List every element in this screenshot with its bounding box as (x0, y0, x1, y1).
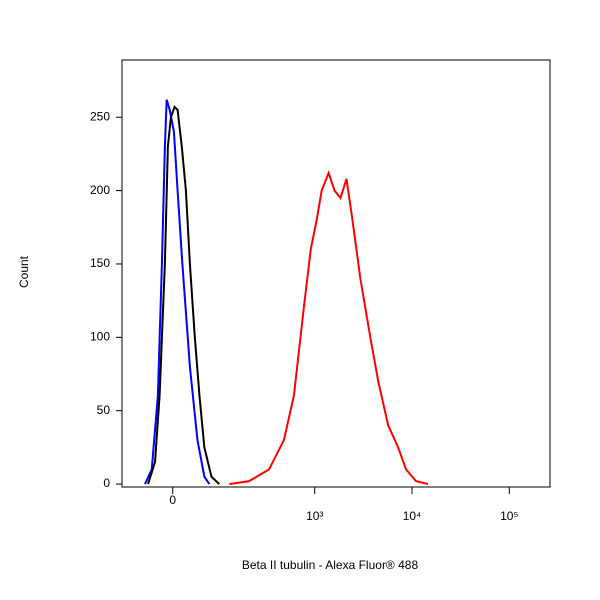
y-tick-label: 250 (90, 109, 110, 123)
y-tick-label: 100 (90, 330, 110, 344)
x-tick-label: 10⁴ (403, 509, 422, 523)
y-tick-label: 150 (90, 256, 110, 270)
plot-frame (121, 59, 551, 488)
series-line (229, 170, 429, 486)
y-axis-label: Count (17, 255, 31, 288)
y-tick-label: 0 (103, 476, 110, 490)
y-tick-label: 200 (90, 183, 110, 197)
x-tick-label: 0 (169, 493, 176, 507)
x-axis-label: Beta II tubulin - Alexa Fluor® 488 (242, 558, 419, 572)
series-line (147, 105, 220, 485)
x-tick-label: 10³ (306, 509, 323, 523)
series-line (144, 99, 211, 485)
y-tick-label: 50 (97, 403, 111, 417)
x-tick-label: 10⁵ (500, 509, 518, 523)
